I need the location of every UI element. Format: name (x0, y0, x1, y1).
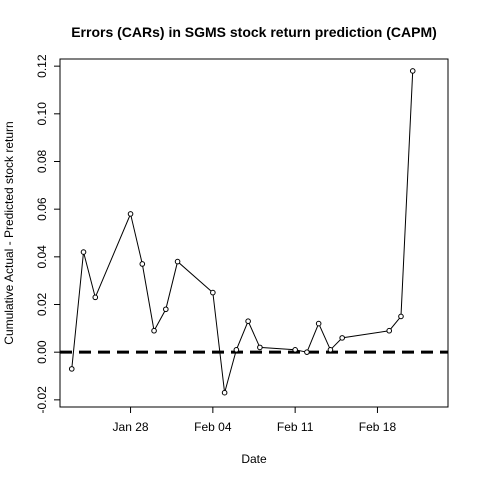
y-tick-label: -0.02 (35, 386, 49, 414)
data-point (210, 289, 216, 296)
data-point (221, 389, 228, 396)
data-point (174, 258, 181, 265)
data-point (245, 318, 251, 324)
x-axis: Jan 28 Feb 04 Feb 11 Feb 18 (113, 407, 397, 434)
data-point (398, 313, 404, 320)
data-point (257, 344, 263, 351)
x-tick-label: Feb 11 (277, 420, 314, 434)
data-point (127, 211, 134, 217)
y-tick-label: 0.12 (35, 54, 49, 78)
x-tick-label: Feb 18 (359, 420, 397, 434)
chart-title: Errors (CARs) in SGMS stock return predi… (71, 24, 437, 40)
series-line-group (68, 68, 416, 396)
data-point (386, 327, 393, 334)
x-axis-label: Date (241, 452, 267, 466)
data-point (92, 294, 99, 301)
data-point (163, 306, 169, 313)
y-tick-label: 0.04 (35, 245, 49, 269)
plot-area (59, 58, 449, 408)
series-line (71, 70, 414, 393)
y-axis: -0.02 0.00 0.02 0.04 0.06 0.08 0.10 0.12 (35, 54, 60, 414)
y-tick-label: 0.10 (35, 102, 49, 126)
plot-frame (59, 58, 449, 408)
data-point (233, 346, 240, 353)
y-tick-label: 0.08 (35, 149, 49, 173)
data-point (292, 346, 298, 353)
x-tick-label: Jan 28 (113, 420, 149, 434)
y-tick-label: 0.06 (35, 197, 49, 221)
data-point (68, 366, 75, 372)
data-point (315, 320, 322, 327)
data-point (151, 327, 157, 334)
y-tick-label: 0.00 (35, 340, 49, 364)
y-axis-label: Cumulative Actual - Predicted stock retu… (2, 121, 16, 344)
data-point (339, 335, 345, 341)
data-point (409, 68, 416, 74)
x-tick-label: Feb 04 (194, 420, 232, 434)
data-point (327, 346, 334, 353)
y-tick-label: 0.02 (35, 293, 49, 317)
data-point (139, 261, 146, 267)
data-point (80, 249, 87, 255)
data-point (304, 349, 310, 355)
